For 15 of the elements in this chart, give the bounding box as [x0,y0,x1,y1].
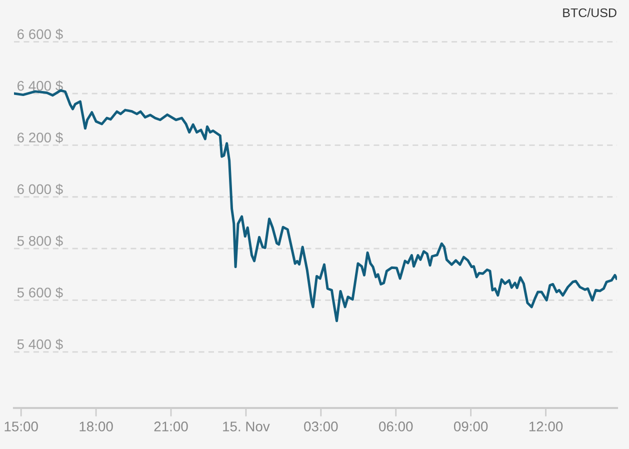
x-tick-label: 15:00 [4,422,38,432]
y-tick-label: 6 600 $ [17,28,63,40]
x-tick-label: 15. Nov [223,422,270,432]
x-tick-label: 06:00 [379,422,413,432]
x-tick-label: 09:00 [454,422,488,432]
x-tick-label: 21:00 [154,422,188,432]
x-tick-label: 03:00 [304,422,338,432]
y-tick-label: 5 800 $ [17,235,63,247]
chart-title: BTC/USD [563,8,616,18]
y-tick-label: 5 400 $ [17,338,63,350]
y-tick-label: 6 000 $ [17,184,63,195]
x-tick-label: 18:00 [80,422,113,432]
y-tick-label: 5 600 $ [17,287,63,298]
x-tick-label: 12:00 [529,422,563,432]
y-tick-label: 6 200 $ [17,132,63,144]
